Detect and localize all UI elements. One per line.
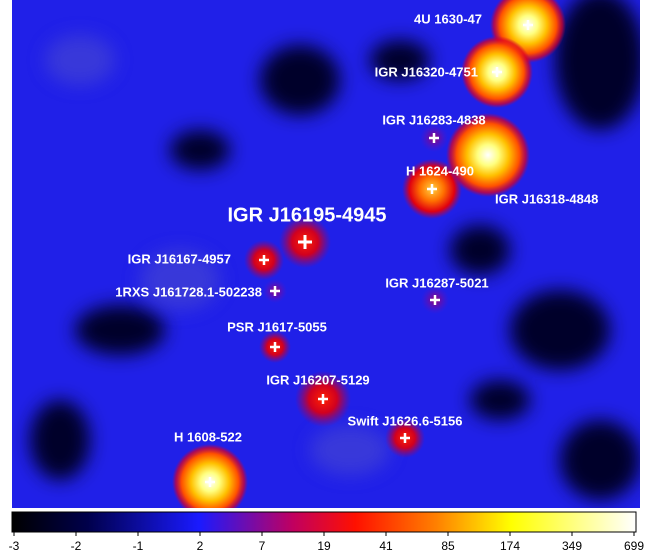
colorbar-tick-label: 699	[624, 539, 644, 553]
colorbar-tick-label: -1	[133, 539, 144, 553]
source-label: H 1624-490	[406, 163, 474, 178]
colorbar	[12, 512, 636, 532]
source-label: IGR J16287-5021	[385, 275, 488, 290]
source-label: IGR J16207-5129	[266, 372, 369, 387]
source-label: 1RXS J161728.1-502238	[115, 284, 262, 299]
source-label: IGR J16318-4848	[495, 191, 598, 206]
source-label: IGR J16320-4751	[375, 64, 478, 79]
source-label: H 1608-522	[174, 429, 242, 444]
colorbar-tick-label: 85	[441, 539, 455, 553]
source-label: Swift J1626.6-5156	[348, 413, 463, 428]
sky-map	[12, 0, 645, 520]
sky-image-view: 4U 1630-47 IGR J16320-4751 IGR J16283-4838…	[0, 0, 659, 555]
colorbar-ticks: -3 -2 -1 2 7 19 41 85 174 349 699	[9, 532, 645, 553]
colorbar-tick-label: 2	[197, 539, 204, 553]
colorbar-tick-label: 174	[500, 539, 520, 553]
source-label: IGR J16167-4957	[128, 251, 231, 266]
colorbar-tick-label: -2	[71, 539, 82, 553]
source-label: PSR J1617-5055	[227, 319, 327, 334]
colorbar-tick-label: 41	[379, 539, 393, 553]
colorbar-tick-label: -3	[9, 539, 20, 553]
colorbar-tick-label: 7	[259, 539, 266, 553]
colorbar-tick-label: 349	[562, 539, 582, 553]
source-label: IGR J16195-4945	[227, 204, 386, 226]
source-label: 4U 1630-47	[414, 11, 482, 26]
source-label: IGR J16283-4838	[382, 112, 485, 127]
colorbar-tick-label: 19	[317, 539, 331, 553]
